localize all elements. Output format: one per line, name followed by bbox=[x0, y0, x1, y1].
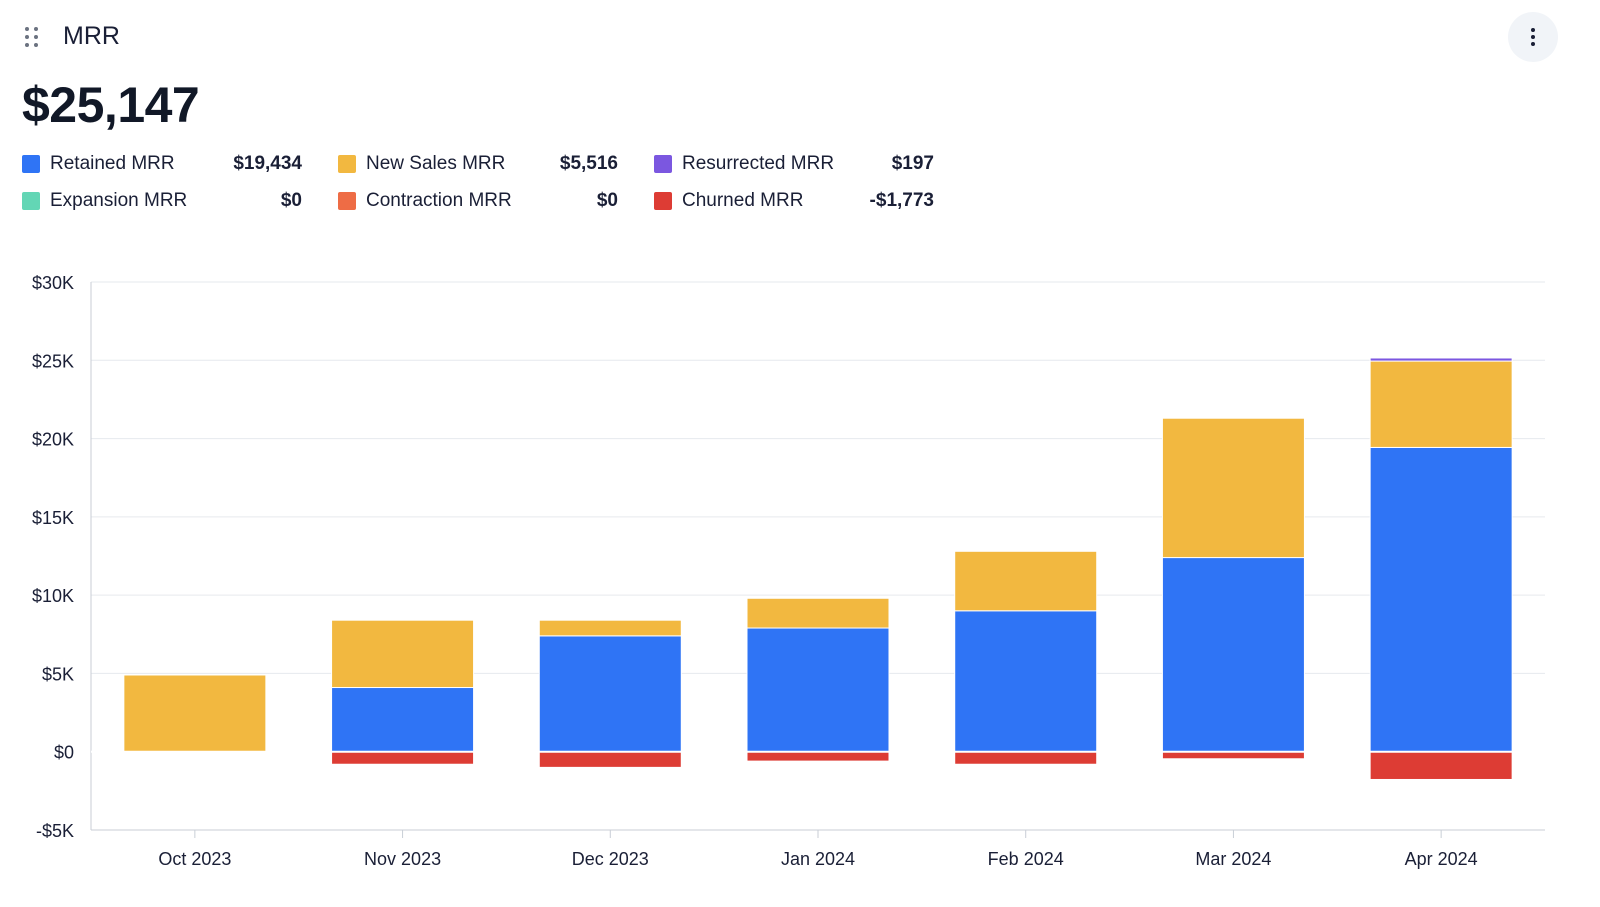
y-tick-label: -$5K bbox=[36, 821, 74, 841]
legend-value: $0 bbox=[280, 190, 302, 211]
legend-label: Resurrected MRR bbox=[682, 153, 835, 174]
mrr-stacked-bar-chart: $30K $25K $20K $15K $10K $5K $0 -$5K Oct 2023 Nov… bbox=[32, 273, 1545, 869]
total-mrr-value: $25,147 bbox=[22, 77, 200, 133]
x-tick-label: Apr 2024 bbox=[1405, 849, 1478, 869]
bar-segment-new-sales-mrr[interactable] bbox=[1161, 417, 1305, 559]
legend-swatch bbox=[22, 155, 40, 173]
legend-item-expansion[interactable]: Expansion MRR $0 bbox=[22, 187, 302, 215]
bar-segment-retained-mrr[interactable] bbox=[746, 627, 890, 753]
bar-segment-resurrected-mrr[interactable] bbox=[1369, 357, 1513, 362]
x-tick-label: Dec 2023 bbox=[572, 849, 649, 869]
x-tick-label: Jan 2024 bbox=[781, 849, 855, 869]
bar-segment-new-sales-mrr[interactable] bbox=[331, 619, 475, 689]
legend-swatch bbox=[338, 155, 356, 173]
bar-segment-churned-mrr[interactable] bbox=[331, 751, 475, 765]
y-tick-label: $30K bbox=[32, 273, 74, 293]
card-header: MRR bbox=[0, 0, 1600, 76]
y-tick-label: $5K bbox=[42, 664, 74, 684]
legend-label: Retained MRR bbox=[50, 153, 175, 174]
bar-segment-retained-mrr[interactable] bbox=[1369, 446, 1513, 753]
y-tick-label: $10K bbox=[32, 586, 74, 606]
legend-value: $5,516 bbox=[559, 153, 618, 174]
card-title: MRR bbox=[63, 22, 120, 50]
vertical-dots-icon bbox=[1531, 28, 1535, 32]
bar-segment-new-sales-mrr[interactable] bbox=[538, 619, 682, 637]
legend-item-new-sales[interactable]: New Sales MRR $5,516 bbox=[338, 150, 618, 178]
bar-segment-churned-mrr[interactable] bbox=[1161, 751, 1305, 760]
y-tick-label: $20K bbox=[32, 430, 74, 450]
legend-value: $19,434 bbox=[233, 153, 302, 174]
bar-segment-retained-mrr[interactable] bbox=[331, 687, 475, 753]
x-tick-label: Mar 2024 bbox=[1195, 849, 1271, 869]
legend-item-contraction[interactable]: Contraction MRR $0 bbox=[338, 187, 618, 215]
bar-segment-churned-mrr[interactable] bbox=[538, 751, 682, 768]
legend-item-resurrected[interactable]: Resurrected MRR $197 bbox=[654, 150, 934, 178]
bar-segment-churned-mrr[interactable] bbox=[1369, 751, 1513, 780]
bar-segment-new-sales-mrr[interactable] bbox=[746, 597, 890, 629]
y-tick-label: $0 bbox=[54, 743, 74, 763]
legend-label: New Sales MRR bbox=[366, 153, 506, 174]
legend-item-retained[interactable]: Retained MRR $19,434 bbox=[22, 150, 302, 178]
y-tick-label: $15K bbox=[32, 508, 74, 528]
more-options-button[interactable] bbox=[1508, 12, 1558, 62]
bar-segment-new-sales-mrr[interactable] bbox=[954, 550, 1098, 612]
bar-segment-retained-mrr[interactable] bbox=[538, 635, 682, 753]
legend-label: Expansion MRR bbox=[50, 190, 188, 211]
legend-label: Churned MRR bbox=[682, 190, 804, 211]
x-tick-label: Oct 2023 bbox=[158, 849, 231, 869]
bar-segment-churned-mrr[interactable] bbox=[954, 751, 1098, 765]
drag-handle-icon[interactable] bbox=[24, 26, 40, 50]
legend: Retained MRR $19,434 New Sales MRR $5,51… bbox=[22, 150, 952, 220]
y-tick-label: $25K bbox=[32, 351, 74, 371]
bar-segment-retained-mrr[interactable] bbox=[954, 610, 1098, 753]
bar-segment-new-sales-mrr[interactable] bbox=[123, 674, 267, 753]
legend-swatch bbox=[654, 155, 672, 173]
legend-swatch bbox=[338, 192, 356, 210]
legend-swatch bbox=[654, 192, 672, 210]
legend-item-churned[interactable]: Churned MRR -$1,773 bbox=[654, 187, 934, 215]
legend-swatch bbox=[22, 192, 40, 210]
bar-segment-retained-mrr[interactable] bbox=[1161, 557, 1305, 753]
legend-value: $197 bbox=[891, 153, 934, 174]
bar-segment-churned-mrr[interactable] bbox=[746, 751, 890, 762]
legend-label: Contraction MRR bbox=[366, 190, 512, 211]
x-tick-label: Nov 2023 bbox=[364, 849, 441, 869]
legend-value: -$1,773 bbox=[869, 190, 934, 211]
bar-segment-new-sales-mrr[interactable] bbox=[1369, 360, 1513, 448]
x-tick-label: Feb 2024 bbox=[988, 849, 1064, 869]
legend-value: $0 bbox=[596, 190, 618, 211]
